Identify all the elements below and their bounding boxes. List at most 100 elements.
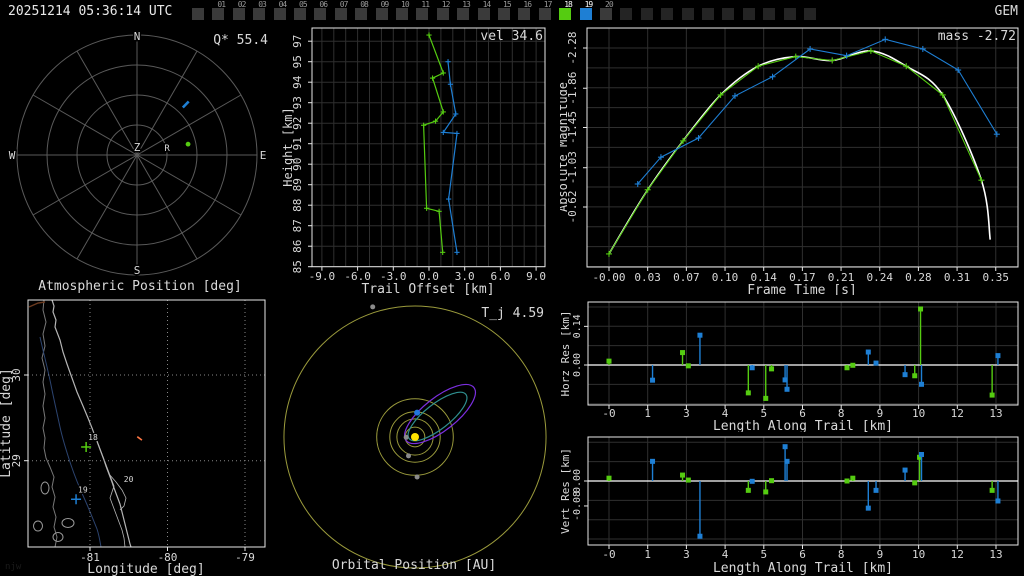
green-vert-residuals bbox=[606, 475, 612, 481]
x-tick-label: -81 bbox=[80, 551, 100, 564]
frame-number: 01 bbox=[217, 0, 226, 9]
station-label: 20 bbox=[124, 475, 134, 484]
x-tick-label: 10 bbox=[912, 548, 925, 561]
ground-track-map-panel: -81 -80 -79 30 29 18 19 20 Longitude [deg] Latitu… bbox=[0, 299, 266, 576]
blue-horz-residuals bbox=[697, 332, 703, 338]
green-horz-residuals bbox=[918, 306, 924, 312]
x-axis-title: Length Along Trail [km] bbox=[713, 561, 893, 576]
x-tick-label: 4 bbox=[722, 548, 729, 561]
frame-box-16[interactable]: 16 bbox=[518, 1, 532, 20]
orbital-position-panel: T_j 4.59 Orbital Position [AU] bbox=[283, 304, 547, 573]
frame-box-19[interactable]: 19 bbox=[579, 1, 593, 20]
vel-readout: vel 34.6 bbox=[480, 29, 543, 44]
y-axis-title: Absolute Magnitude bbox=[560, 82, 570, 212]
x-tick-label: 8 bbox=[838, 407, 845, 420]
jupiter-dot bbox=[370, 304, 376, 310]
x-tick-label: 0.35 bbox=[983, 271, 1010, 284]
y-tick-label: 97 bbox=[291, 35, 304, 48]
x-tick-label: -0 bbox=[602, 407, 615, 420]
y-tick-label: 30 bbox=[10, 368, 23, 381]
frame-number: 09 bbox=[380, 0, 390, 9]
green-horz-residuals bbox=[685, 363, 691, 369]
green-horz-residuals bbox=[606, 358, 612, 364]
frame-number: 02 bbox=[237, 0, 247, 9]
frame-number: 03 bbox=[258, 0, 267, 9]
frame-box-05[interactable]: 05 bbox=[294, 1, 308, 20]
earth-dot bbox=[414, 409, 421, 416]
frame-box-12[interactable]: 12 bbox=[436, 1, 450, 20]
tj-readout: T_j 4.59 bbox=[481, 306, 544, 321]
x-tick-label: -79 bbox=[235, 551, 255, 564]
frame-box-empty bbox=[804, 8, 816, 20]
compass-zenith: Z bbox=[134, 141, 141, 154]
lagoon-line bbox=[95, 437, 126, 548]
x-axis-title: Longitude [deg] bbox=[87, 562, 204, 576]
frame-box-04[interactable]: 04 bbox=[273, 1, 287, 20]
frame-box-17[interactable]: 17 bbox=[538, 1, 552, 20]
frame-number: 14 bbox=[482, 0, 492, 9]
y-tick-label: 29 bbox=[10, 454, 23, 467]
x-tick-label: 6 bbox=[799, 407, 806, 420]
frame-box-20[interactable]: 20 bbox=[600, 1, 614, 20]
frame-box-09[interactable]: 09 bbox=[375, 1, 389, 20]
frame-number: 13 bbox=[462, 0, 471, 9]
green-vert-residuals bbox=[685, 477, 691, 483]
frame-box-01[interactable]: 01 bbox=[212, 1, 226, 20]
green-horz-residuals bbox=[769, 366, 775, 372]
x-tick-label: 13 bbox=[989, 407, 1002, 420]
blue-horz-residuals bbox=[784, 386, 790, 392]
frame-box-02[interactable]: 02 bbox=[232, 1, 246, 20]
y-tick-label: 95 bbox=[291, 55, 304, 68]
mass-readout: mass -2.72 bbox=[938, 29, 1016, 44]
frame-box-06[interactable]: 06 bbox=[314, 1, 328, 20]
green-horz-residuals bbox=[680, 350, 686, 356]
x-tick-label: 0.07 bbox=[673, 271, 700, 284]
x-tick-label: 3 bbox=[683, 407, 690, 420]
sun-dot bbox=[411, 433, 419, 441]
green-vert-residuals bbox=[917, 454, 923, 460]
frame-box-lead[interactable] bbox=[192, 8, 204, 20]
frame-box-03[interactable]: 03 bbox=[253, 1, 267, 20]
river bbox=[39, 336, 102, 548]
x-tick-label: 0.0 bbox=[419, 270, 439, 283]
x-axis-title: Length Along Trail [km] bbox=[713, 419, 893, 432]
frame-box-07[interactable]: 07 bbox=[334, 1, 348, 20]
plot-box bbox=[27, 299, 266, 548]
blue-lightcurve bbox=[637, 38, 998, 185]
frame-number: 18 bbox=[564, 0, 573, 9]
frame-number: 08 bbox=[360, 0, 369, 9]
watermark: njw bbox=[5, 562, 22, 572]
frame-box-empty bbox=[722, 8, 735, 20]
x-tick-label: 9 bbox=[877, 407, 884, 420]
green-horz-residuals bbox=[912, 373, 918, 379]
y-axis-title: Vert Res [km] bbox=[560, 448, 572, 534]
blue-vert-residuals bbox=[873, 487, 879, 493]
frame-number: 12 bbox=[441, 0, 451, 9]
x-tick-label: 10 bbox=[912, 407, 925, 420]
x-tick-label: 0.21 bbox=[828, 271, 855, 284]
station-label: 18 bbox=[88, 433, 98, 442]
frame-box-15[interactable]: 15 bbox=[498, 1, 512, 20]
x-tick-label: 1 bbox=[644, 548, 651, 561]
frame-box-11[interactable]: 11 bbox=[416, 1, 430, 20]
blue-vert-residuals bbox=[749, 478, 755, 484]
frame-number: 06 bbox=[319, 0, 328, 9]
frame-number: 19 bbox=[584, 0, 594, 9]
blue-horz-residuals bbox=[902, 372, 908, 378]
green-vert-residuals bbox=[680, 472, 686, 478]
frame-box-14[interactable]: 14 bbox=[477, 1, 491, 20]
panel-title: Orbital Position [AU] bbox=[332, 558, 496, 573]
y-tick-label: 89 bbox=[291, 178, 304, 191]
frame-box-10[interactable]: 10 bbox=[396, 1, 410, 20]
frame-box-13[interactable]: 13 bbox=[457, 1, 471, 20]
frame-number: 04 bbox=[278, 0, 288, 9]
grid bbox=[588, 302, 1018, 405]
frame-box-18[interactable]: 18 bbox=[559, 1, 573, 20]
frame-box-08[interactable]: 08 bbox=[355, 1, 369, 20]
grid bbox=[588, 437, 1018, 545]
x-tick-label: 4 bbox=[722, 407, 729, 420]
x-axis-title: Frame Time [s] bbox=[747, 283, 857, 295]
grid bbox=[587, 27, 1018, 268]
blue-vert-residuals bbox=[865, 505, 871, 511]
